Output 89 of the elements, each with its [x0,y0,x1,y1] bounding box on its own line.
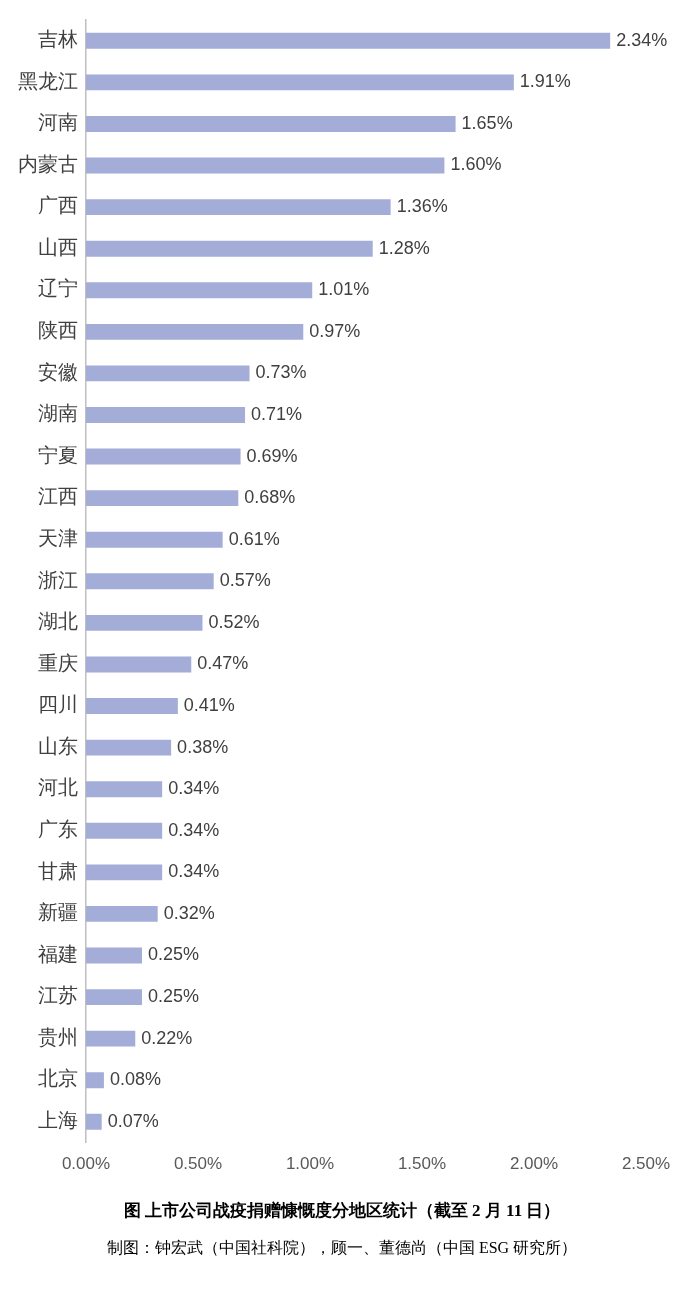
data-label: 1.65% [461,112,513,133]
bar [86,781,163,798]
bar [86,407,246,423]
x-tick-label: 1.50% [397,1154,447,1174]
data-label: 0.25% [148,944,200,965]
bar [86,32,611,49]
y-tick-label: 山东 [38,733,78,758]
data-label: 0.69% [246,445,298,466]
bar [86,1113,102,1130]
y-tick-label: 湖南 [38,401,78,426]
y-tick-label: 黑龙江 [18,68,78,93]
y-tick-label: 新疆 [38,900,78,925]
x-tick-label: 0.00% [61,1154,111,1174]
x-tick-label: 2.50% [621,1154,671,1174]
data-label: 1.36% [396,196,448,217]
data-label: 1.91% [519,71,571,92]
text: 图 上市公司战疫捐赠慷慨度分地区统计（截至 2 月 11 日） [122,1200,562,1222]
bar [86,531,223,548]
y-tick-label: 甘肃 [38,858,78,883]
data-label: 0.71% [251,403,303,424]
data-label: 1.60% [450,154,502,175]
bar [86,157,445,174]
data-label: 0.47% [197,653,249,674]
bar [86,947,142,964]
data-label: 0.73% [255,362,307,383]
y-tick-label: 江苏 [38,983,78,1008]
x-tick-label: 1.00% [285,1154,335,1174]
y-tick-label: 浙江 [38,567,78,592]
y-tick-label: 广西 [38,193,78,218]
y-tick-label: 广东 [38,816,78,841]
y-tick-label: 宁夏 [38,442,78,467]
bar [86,115,456,132]
text: 制图：钟宏武（中国社科院），顾一、董德尚（中国 ESG 研究所） [105,1238,579,1258]
data-label: 0.22% [141,1027,193,1048]
data-label: 1.01% [318,279,370,300]
y-tick-label: 内蒙古 [18,151,78,176]
data-label: 0.08% [109,1069,161,1090]
y-tick-label: 江西 [38,484,78,509]
y-tick-label: 四川 [38,692,78,717]
y-tick-label: 贵州 [38,1024,78,1049]
data-label: 0.32% [163,902,215,923]
y-tick-label: 吉林 [38,26,78,51]
bar [86,323,304,340]
bar [86,864,163,881]
y-tick-label: 山西 [38,234,78,259]
y-tick-label: 上海 [38,1108,78,1133]
data-label: 0.68% [244,487,296,508]
bar [86,1030,136,1047]
bar [86,240,373,257]
bar [86,822,163,839]
data-label: 0.97% [309,320,361,341]
y-tick-label: 河北 [38,775,78,800]
data-label: 0.34% [168,778,220,799]
bar [86,365,250,382]
data-label: 0.34% [168,861,220,882]
data-label: 1.28% [378,237,430,258]
y-tick-label: 天津 [38,525,78,550]
bar [86,573,214,590]
bar [86,614,203,631]
y-tick-label: 安徽 [38,359,78,384]
y-tick-label: 辽宁 [38,276,78,301]
bar [86,698,178,714]
data-label: 0.61% [228,528,280,549]
data-label: 0.52% [208,611,260,632]
bar [86,1072,104,1089]
y-tick-label: 河南 [38,110,78,135]
x-tick-label: 2.00% [509,1154,559,1174]
bar [86,989,142,1006]
data-label: 0.07% [107,1110,159,1131]
bar [86,739,172,756]
data-label: 0.34% [168,819,220,840]
x-tick-label: 0.50% [173,1154,223,1174]
data-label: 0.25% [148,986,200,1007]
y-tick-label: 北京 [38,1066,78,1091]
y-tick-label: 湖北 [38,609,78,634]
y-tick-label: 福建 [38,941,78,966]
y-tick-label: 重庆 [38,650,78,675]
data-label: 0.57% [219,570,271,591]
bar [86,199,391,216]
bar [86,74,514,91]
bar [86,448,241,465]
bar [86,905,158,922]
bar [86,282,313,299]
data-label: 0.41% [183,695,235,715]
y-tick-label: 陕西 [38,318,78,343]
data-label: 2.34% [616,29,668,50]
data-label: 0.38% [177,736,229,757]
bar [86,656,192,673]
bar [86,490,239,507]
